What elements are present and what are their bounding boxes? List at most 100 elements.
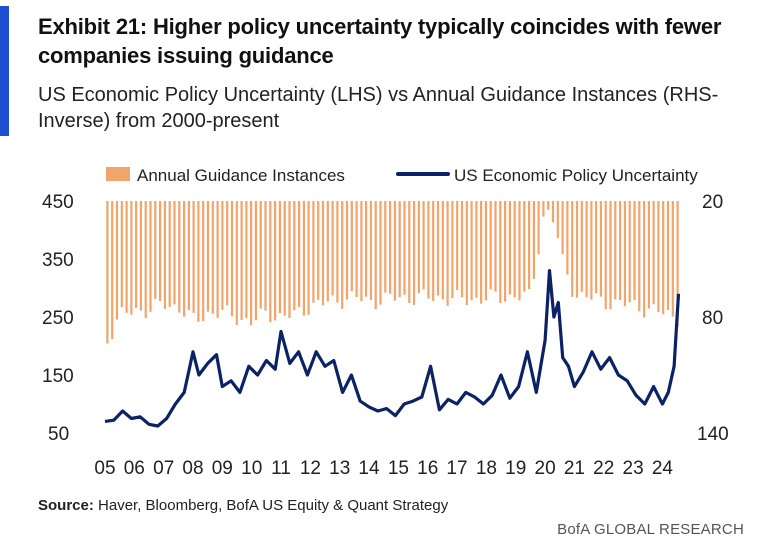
right-tick-label: 140 xyxy=(697,424,729,445)
guidance-bar xyxy=(139,201,142,311)
guidance-bar xyxy=(499,201,502,303)
x-tick-label: 10 xyxy=(241,458,262,479)
right-tick-label: 80 xyxy=(702,308,723,329)
guidance-bar xyxy=(326,201,329,302)
guidance-bar xyxy=(254,201,257,321)
guidance-bar xyxy=(470,201,473,301)
guidance-bar xyxy=(226,201,229,306)
guidance-bar xyxy=(379,201,382,305)
guidance-bar xyxy=(389,201,392,294)
guidance-bar xyxy=(154,201,157,299)
guidance-bar xyxy=(532,201,535,279)
guidance-bar xyxy=(422,201,425,290)
guidance-bar xyxy=(149,201,152,312)
guidance-bar xyxy=(240,201,243,320)
left-tick-label: 150 xyxy=(42,366,74,387)
x-tick-label: 15 xyxy=(388,458,409,479)
guidance-bar xyxy=(614,201,617,300)
epu-line xyxy=(104,268,681,428)
left-tick-label: 350 xyxy=(42,250,74,271)
x-tick-label: 11 xyxy=(271,458,291,479)
guidance-bar xyxy=(599,201,602,297)
guidance-bar xyxy=(456,201,459,291)
guidance-bar xyxy=(393,201,396,301)
guidance-bar xyxy=(417,201,420,294)
legend-swatch-guidance xyxy=(106,167,130,181)
guidance-bar xyxy=(202,201,205,322)
guidance-bar xyxy=(475,201,478,298)
guidance-bar xyxy=(609,201,612,310)
guidance-bar xyxy=(465,201,468,305)
guidance-bar xyxy=(288,201,291,318)
guidance-bar xyxy=(302,201,305,316)
guidance-bar xyxy=(163,201,166,309)
guidance-bar xyxy=(666,201,670,310)
guidance-bar xyxy=(211,201,214,314)
x-tick-label: 14 xyxy=(358,458,380,479)
guidance-bar xyxy=(298,201,301,308)
guidance-bar xyxy=(657,201,660,313)
guidance-bar xyxy=(384,201,387,293)
guidance-bar xyxy=(135,201,138,308)
x-tick-label: 08 xyxy=(182,458,203,479)
guidance-bar xyxy=(547,201,550,210)
guidance-bar xyxy=(590,201,593,300)
guidance-bar xyxy=(341,201,344,309)
guidance-bar xyxy=(374,201,377,310)
left-tick-label: 50 xyxy=(48,424,69,445)
guidance-bar xyxy=(518,201,521,301)
chart-subtitle: US Economic Policy Uncertainty (LHS) vs … xyxy=(38,84,719,132)
guidance-bar xyxy=(451,201,454,299)
guidance-bar xyxy=(580,201,583,292)
guidance-bar xyxy=(111,201,114,339)
bar-series xyxy=(106,201,679,344)
x-tick-label: 24 xyxy=(652,458,674,479)
guidance-bar xyxy=(413,201,416,305)
guidance-bar xyxy=(585,201,588,298)
guidance-bar xyxy=(427,201,430,299)
guidance-bar xyxy=(106,201,109,344)
x-tick-label: 16 xyxy=(417,458,438,479)
guidance-bar xyxy=(168,201,171,307)
guidance-bar xyxy=(436,201,440,296)
guidance-bar xyxy=(494,201,497,292)
guidance-bar xyxy=(528,201,531,289)
guidance-bar xyxy=(235,201,238,325)
right-tick-label: 20 xyxy=(702,192,723,213)
guidance-bar xyxy=(652,201,655,305)
guidance-bar xyxy=(446,201,449,306)
guidance-bar xyxy=(178,201,181,313)
legend-label-epu: US Economic Policy Uncertainty xyxy=(454,166,698,185)
guidance-bar xyxy=(662,201,665,315)
x-tick-label: 12 xyxy=(300,458,321,479)
left-tick-label: 450 xyxy=(42,192,74,213)
guidance-bar xyxy=(537,201,540,255)
guidance-bar xyxy=(638,201,641,312)
guidance-bar xyxy=(551,201,555,223)
guidance-bar xyxy=(408,201,411,304)
guidance-bar xyxy=(206,201,210,312)
guidance-bar xyxy=(566,201,569,275)
guidance-bar xyxy=(460,201,464,298)
guidance-bar xyxy=(269,201,272,323)
chart: Annual Guidance Instances US Economic Po… xyxy=(42,166,729,479)
guidance-bar xyxy=(187,201,190,311)
guidance-bar xyxy=(317,201,320,300)
guidance-bar xyxy=(561,201,564,255)
guidance-bar xyxy=(259,201,262,309)
guidance-bar xyxy=(125,201,128,313)
guidance-bar xyxy=(480,201,483,304)
guidance-bar xyxy=(489,201,492,290)
guidance-bar xyxy=(432,201,435,301)
guidance-bar xyxy=(595,201,598,294)
guidance-bar xyxy=(575,201,579,298)
guidance-bar xyxy=(183,201,186,317)
source-note: Source: Haver, Bloomberg, BofA US Equity… xyxy=(38,497,448,514)
guidance-bar xyxy=(556,201,559,239)
guidance-bar xyxy=(671,201,674,317)
x-tick-label: 05 xyxy=(94,458,115,479)
guidance-bar xyxy=(604,201,607,310)
guidance-bar xyxy=(676,201,679,327)
guidance-bar xyxy=(484,201,487,301)
guidance-bar xyxy=(221,201,224,310)
